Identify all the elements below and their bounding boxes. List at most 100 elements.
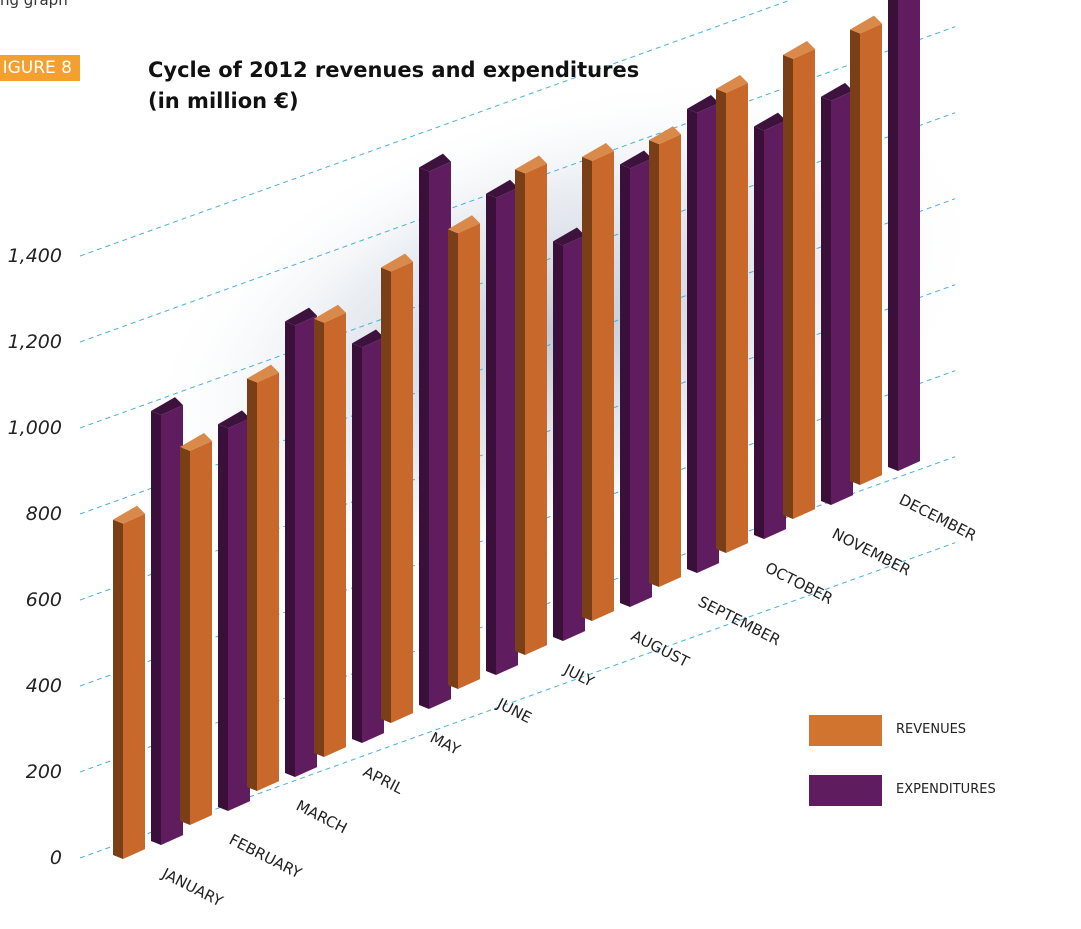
bar-revenues-september-side <box>649 140 659 587</box>
y-tick-label: 0 <box>50 847 62 869</box>
y-tick-label: 1,400 <box>8 245 62 267</box>
gridline <box>79 0 792 257</box>
bar-expenditures-march <box>285 307 317 777</box>
bar-revenues-june-front <box>458 223 480 690</box>
bar-expenditures-march-top <box>285 307 317 326</box>
bar-expenditures-april-top <box>352 329 384 348</box>
bar-revenues-march <box>247 364 279 791</box>
bar-revenues-july <box>515 155 547 655</box>
bar-expenditures-march-front <box>295 315 317 777</box>
bar-revenues-august-top <box>582 143 614 161</box>
bar-expenditures-february-top <box>218 410 250 429</box>
bar-revenues-february <box>180 433 212 825</box>
bar-revenues-july-side <box>515 169 525 655</box>
y-tick-label: 800 <box>26 503 62 525</box>
bar-revenues-august-front <box>592 151 614 621</box>
category-label: MAY <box>427 729 464 760</box>
bar-expenditures-november <box>821 82 853 506</box>
bar-expenditures-september-side <box>687 108 697 574</box>
bar-expenditures-july-side <box>553 241 563 641</box>
bar-revenues-august <box>582 143 614 621</box>
bar-revenues-january <box>113 505 145 859</box>
bar-revenues-april-front <box>324 312 346 757</box>
bar-expenditures-january-side <box>151 411 161 845</box>
bar-revenues-may-front <box>391 261 413 723</box>
bar-expenditures-november-front <box>831 90 853 506</box>
y-tick-label: 600 <box>26 589 62 611</box>
bar-expenditures-june-side <box>486 193 496 675</box>
bar-revenues-april-top <box>314 304 346 323</box>
category-label: JULY <box>560 660 597 691</box>
legend-label-revenues: REVENUES <box>896 722 967 737</box>
legend-item-revenues: REVENUES <box>809 715 1069 775</box>
bar-revenues-june <box>448 215 480 690</box>
bar-expenditures-february <box>218 410 250 811</box>
bar-revenues-may-top <box>381 253 413 272</box>
y-tick-label: 1,000 <box>8 417 62 439</box>
bar-revenues-january-side <box>113 519 123 859</box>
bar-expenditures-january <box>151 397 183 845</box>
bar-expenditures-september-top <box>687 95 719 113</box>
category-label: DECEMBER <box>896 491 979 545</box>
category-label: AUGUST <box>628 627 693 672</box>
category-label: FEBRUARY <box>226 831 305 883</box>
bar-expenditures-june-front <box>496 187 518 676</box>
bar-revenues-september-front <box>659 134 681 587</box>
bar-revenues-may-side <box>381 267 391 723</box>
bar-revenues-november <box>783 41 815 520</box>
bar-expenditures-july-front <box>563 235 585 641</box>
bar-expenditures-july <box>553 227 585 641</box>
bar-revenues-november-front <box>793 49 815 519</box>
bar-expenditures-august <box>620 150 652 607</box>
y-tick-label: 200 <box>26 761 62 783</box>
bar-revenues-november-side <box>783 54 793 520</box>
bar-revenues-october <box>716 75 748 554</box>
bar-revenues-january-top <box>113 505 145 524</box>
figure-label: IGURE 8 <box>0 55 80 81</box>
bar-revenues-april-side <box>314 318 324 757</box>
bar-expenditures-november-side <box>821 96 831 506</box>
top-note: ng graph <box>0 0 68 9</box>
bar-revenues-september <box>649 126 681 587</box>
bars <box>113 0 920 859</box>
bar-expenditures-december-front <box>898 0 920 471</box>
bar-expenditures-january-front <box>161 405 183 845</box>
bar-expenditures-december-side <box>888 0 898 471</box>
bar-expenditures-february-front <box>228 418 250 811</box>
bar-expenditures-march-side <box>285 321 295 777</box>
bar-revenues-april <box>314 304 346 757</box>
bar-revenues-november-top <box>783 41 815 59</box>
bar-revenues-march-side <box>247 378 257 791</box>
bar-revenues-september-top <box>649 126 681 145</box>
bar-revenues-december-top <box>850 15 882 34</box>
bar-expenditures-august-top <box>620 150 652 169</box>
bar-expenditures-november-top <box>821 82 853 101</box>
bar-expenditures-october-front <box>764 120 786 539</box>
bar-revenues-october-side <box>716 88 726 554</box>
bar-revenues-march-top <box>247 364 279 383</box>
category-label: SEPTEMBER <box>695 593 783 650</box>
bar-revenues-may <box>381 253 413 723</box>
category-label: NOVEMBER <box>829 525 913 580</box>
legend-swatch-revenues <box>809 715 882 746</box>
bar-expenditures-january-top <box>151 397 183 415</box>
y-tick-label: 1,200 <box>8 331 62 353</box>
bar-expenditures-october-side <box>754 126 764 539</box>
bar-expenditures-september-front <box>697 103 719 573</box>
legend-label-expenditures: EXPENDITURES <box>896 782 996 797</box>
category-label: APRIL <box>360 763 407 799</box>
bar-expenditures-february-side <box>218 424 228 811</box>
bar-revenues-july-front <box>525 163 547 655</box>
category-label: JUNE <box>493 694 534 727</box>
bar-revenues-march-front <box>257 372 279 791</box>
bar-revenues-june-side <box>448 229 458 689</box>
bar-revenues-january-front <box>123 513 145 859</box>
bar-expenditures-may-side <box>419 167 429 709</box>
bar-expenditures-september <box>687 95 719 574</box>
bar-expenditures-april <box>352 329 384 743</box>
bar-expenditures-may <box>419 153 451 710</box>
bar-revenues-june-top <box>448 215 480 234</box>
y-axis-ticks: 0 200 400 600 800 1,000 1,200 1,400 <box>8 245 62 869</box>
bar-revenues-august-side <box>582 156 592 621</box>
